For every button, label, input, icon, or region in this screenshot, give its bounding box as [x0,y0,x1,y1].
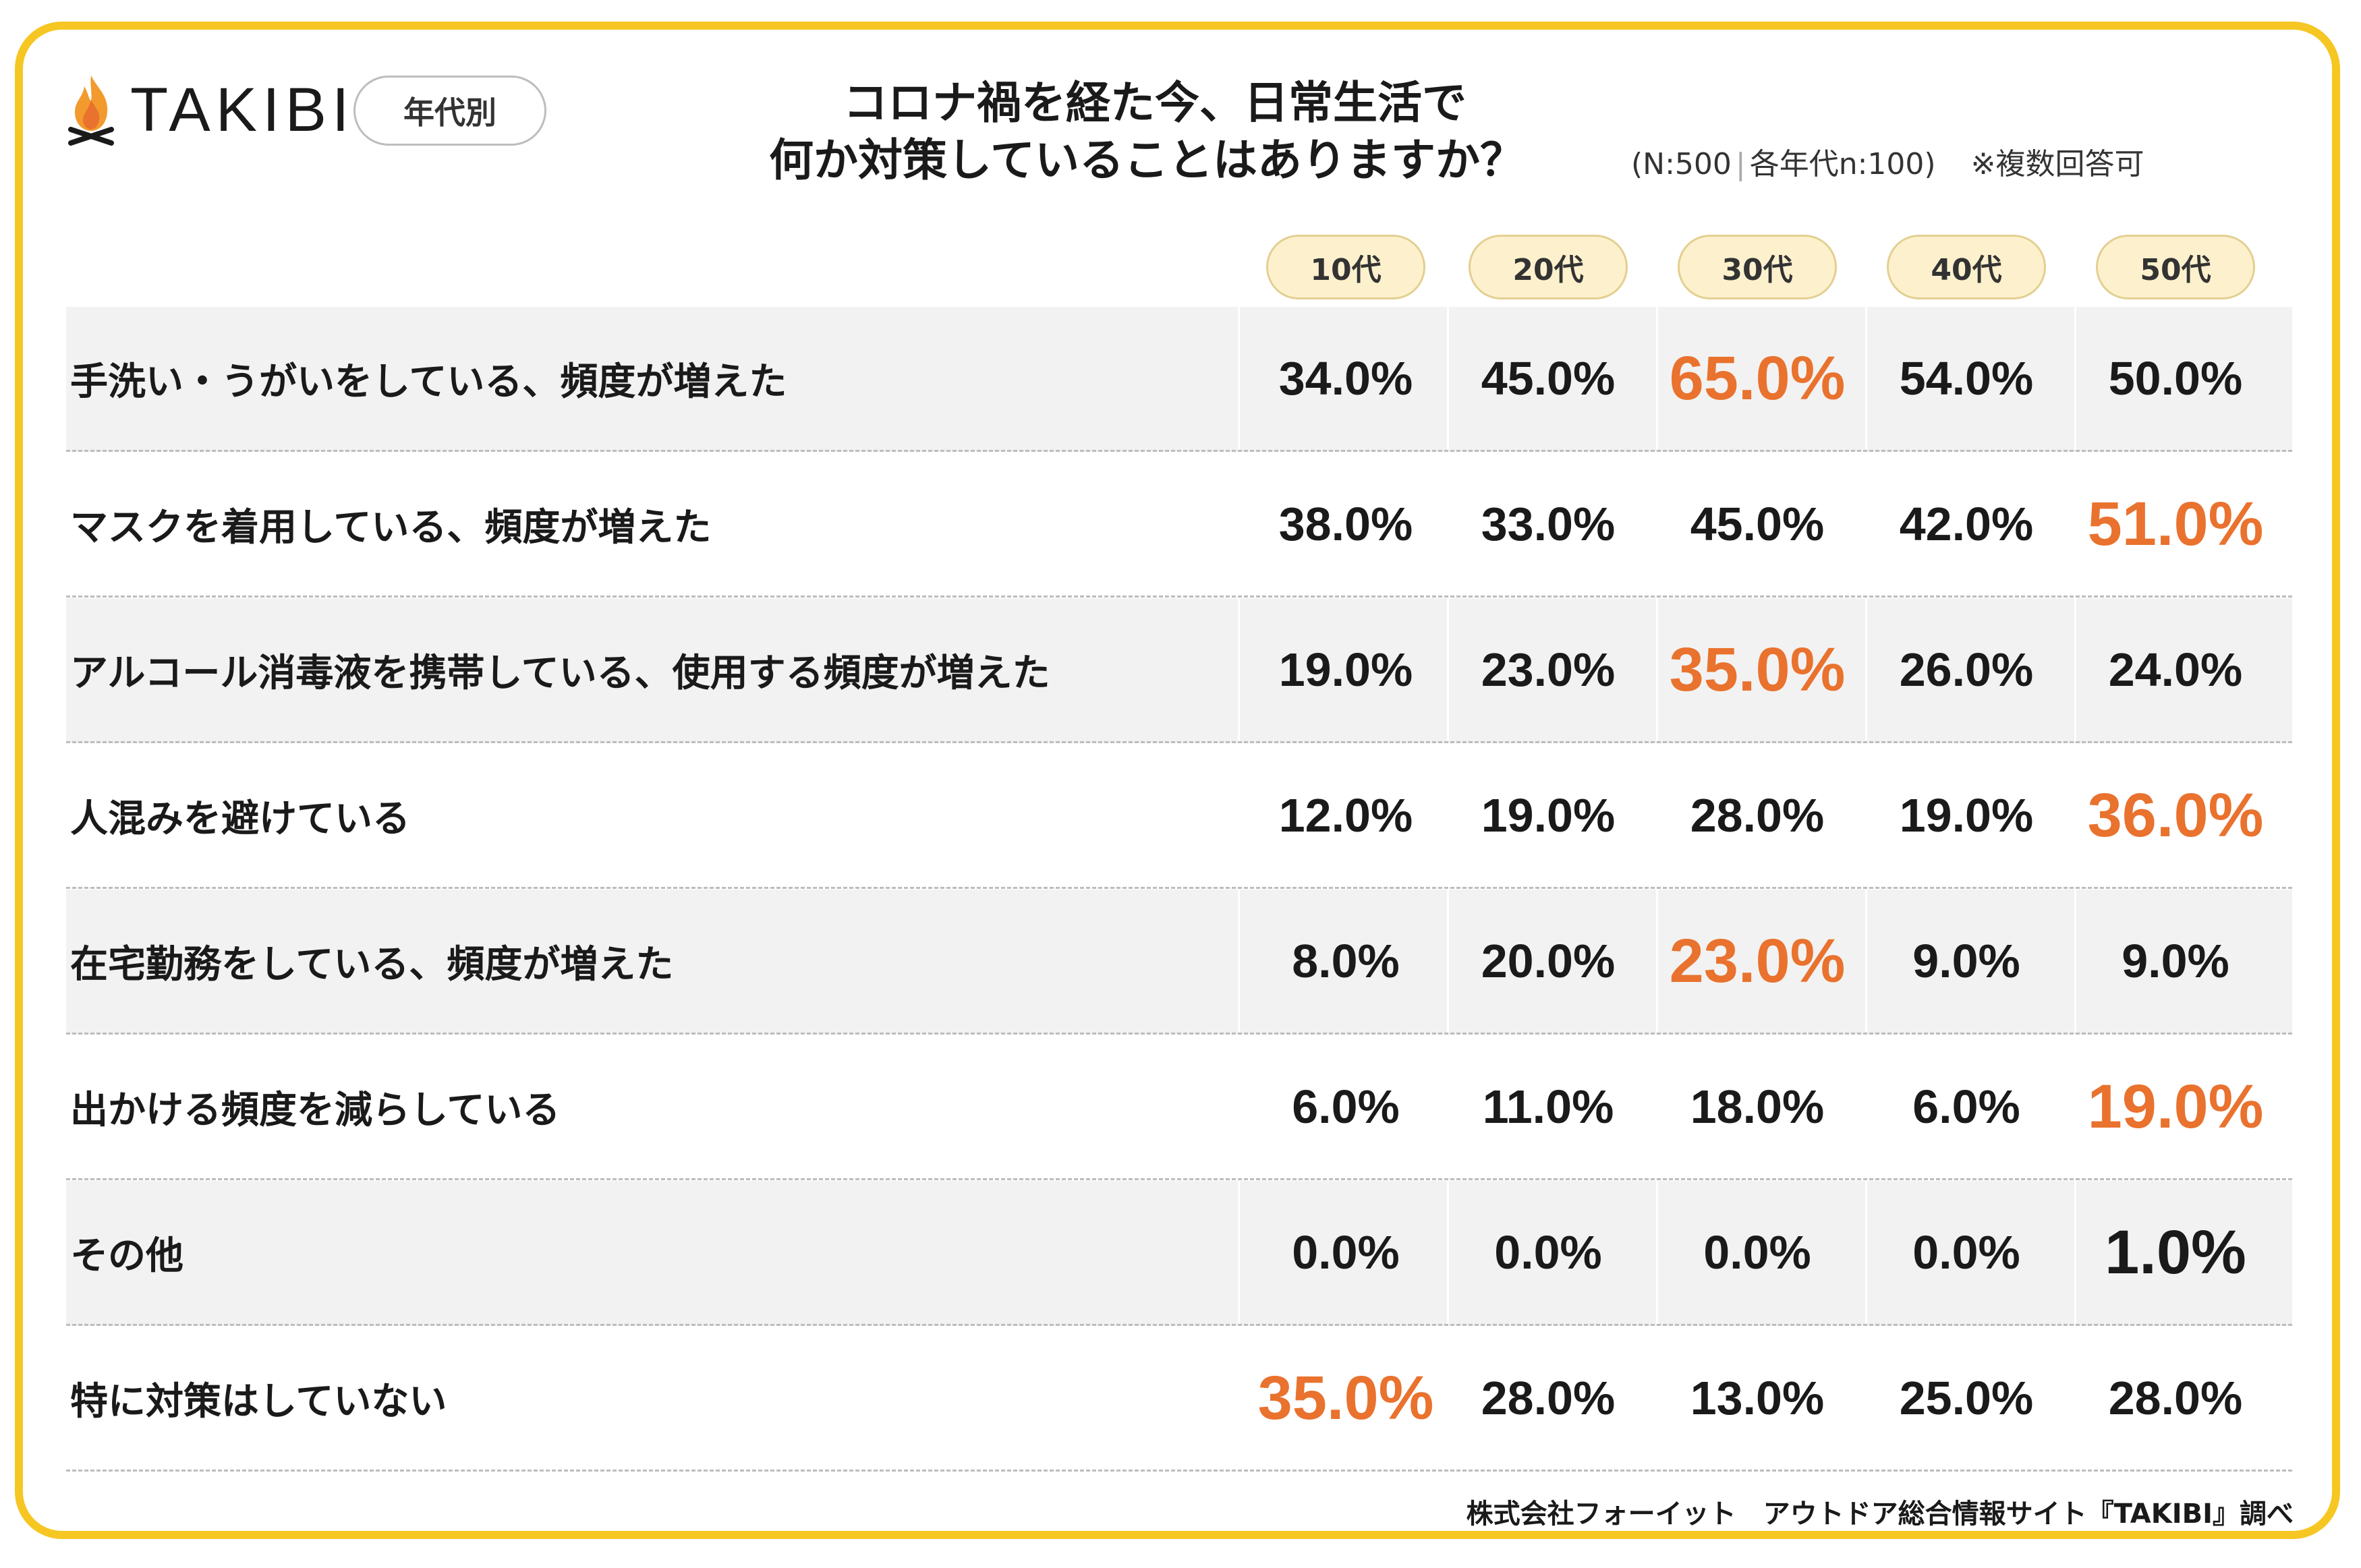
value-cell: 42.0% [1899,498,2034,550]
column-divider [1238,1181,1240,1324]
highlighted-value-cell: 19.0% [2087,1072,2264,1141]
value-cell: 6.0% [1292,1080,1400,1133]
value-cell: 9.0% [2122,935,2229,987]
column-divider [1656,598,1658,741]
value-cell: 34.0% [1278,352,1413,405]
highlighted-value-cell: 36.0% [2087,780,2264,850]
value-cell: 8.0% [1292,935,1400,987]
value-cell: 33.0% [1481,498,1616,550]
value-cell: 0.0% [1292,1226,1400,1279]
highlighted-value-cell: 35.0% [1669,635,1846,704]
column-divider [1238,307,1240,450]
value-cell: 11.0% [1482,1080,1614,1133]
table-row: 出かける頻度を減らしている 6.0% 11.0% 18.0% 6.0% 19.0% [66,1035,2292,1180]
value-cell: 28.0% [1690,789,1825,842]
column-divider [1865,890,1867,1033]
row-label: 在宅勤務をしている、頻度が増えた [70,942,674,987]
row-label: マスクを着用している、頻度が増えた [70,505,712,550]
value-cell: 12.0% [1278,789,1413,842]
highlighted-value-cell: 35.0% [1257,1363,1434,1432]
table-row: 人混みを避けている 12.0% 19.0% 28.0% 19.0% 36.0% [66,744,2292,889]
value-cell: 54.0% [1899,352,2034,405]
group-size: 各年代n:100) [1749,147,1936,181]
value-cell: 24.0% [2108,643,2243,696]
source-credit: 株式会社フォーイット アウトドア総合情報サイト『TAKIBI』調べ [1466,1499,2294,1530]
highlighted-value-cell: 65.0% [1669,343,1846,413]
value-cell: 0.0% [1912,1226,2020,1279]
value-cell: 9.0% [1912,935,2020,987]
column-divider [2074,890,2076,1033]
column-divider [1865,307,1867,450]
value-cell: 20.0% [1481,935,1616,987]
row-label: 手洗い・うがいをしている、頻度が増えた [70,359,787,404]
value-cell: 0.0% [1703,1226,1811,1279]
column-divider [1238,598,1240,741]
highlighted-value-cell: 23.0% [1669,926,1846,995]
value-cell: 45.0% [1481,352,1616,405]
column-divider [2074,598,2076,741]
row-label: 人混みを避けている [70,796,410,841]
column-header-1: 20代 [1469,235,1628,299]
value-cell: 28.0% [2108,1372,2243,1424]
value-cell: 19.0% [1899,789,2034,842]
column-divider [1656,307,1658,450]
category-tag: 年代別 [353,76,546,146]
value-cell: 45.0% [1690,498,1825,550]
note-separator: | [1735,147,1746,181]
chart-title-line2: 何か対策していることはありますか？ [769,134,1525,186]
column-header-4: 50代 [2096,235,2255,299]
row-label: その他 [70,1233,183,1278]
column-divider [2074,1181,2076,1324]
highlighted-value-cell: 1.0% [2105,1217,2246,1287]
column-divider [1238,890,1240,1033]
column-header-2: 30代 [1678,235,1837,299]
value-cell: 19.0% [1278,643,1413,696]
brand-name: TAKIBI [130,76,355,144]
value-cell: 25.0% [1899,1372,2034,1424]
row-label: アルコール消毒液を携帯している、使用する頻度が増えた [70,651,1050,695]
column-divider [1447,1181,1449,1324]
table-row: その他 0.0% 0.0% 0.0% 0.0% 1.0% [66,1181,2292,1326]
multi-answer-note: ※複数回答可 [1970,147,2144,181]
column-divider [1447,890,1449,1033]
sample-note: (N:500 | 各年代n:100) ※複数回答可 [1631,150,2144,179]
table-row: マスクを着用している、頻度が増えた 38.0% 33.0% 45.0% 42.0% 51.… [66,453,2292,598]
value-cell: 13.0% [1690,1372,1825,1424]
value-cell: 18.0% [1690,1080,1825,1133]
value-cell: 26.0% [1899,643,2034,696]
sample-size: (N:500 [1631,147,1732,181]
row-label: 特に対策はしていない [70,1379,447,1424]
chart-title-line1: コロナ禍を経た今、日常生活で [843,77,1467,129]
column-divider [1447,598,1449,741]
column-divider [1447,307,1449,450]
value-cell: 6.0% [1912,1080,2020,1133]
column-divider [2074,307,2076,450]
column-divider [1656,1181,1658,1324]
value-cell: 38.0% [1278,498,1413,550]
value-cell: 23.0% [1481,643,1616,696]
column-divider [1865,598,1867,741]
value-cell: 0.0% [1494,1226,1602,1279]
highlighted-value-cell: 51.0% [2087,489,2264,558]
table-row: 手洗い・うがいをしている、頻度が増えた 34.0% 45.0% 65.0% 54.0% 5… [66,307,2292,452]
column-divider [1656,890,1658,1033]
value-cell: 28.0% [1481,1372,1616,1424]
table-row: 特に対策はしていない 35.0% 28.0% 13.0% 25.0% 28.0% [66,1327,2292,1472]
value-cell: 19.0% [1481,789,1616,842]
row-label: 出かける頻度を減らしている [70,1088,561,1132]
campfire-icon [68,76,114,146]
value-cell: 50.0% [2108,352,2243,405]
table-row: アルコール消毒液を携帯している、使用する頻度が増えた 19.0% 23.0% 35.0… [66,598,2292,743]
brand-logo: TAKIBI [64,73,355,147]
table-row: 在宅勤務をしている、頻度が増えた 8.0% 20.0% 23.0% 9.0% 9.0% [66,890,2292,1035]
column-header-3: 40代 [1887,235,2046,299]
column-header-0: 10代 [1266,235,1425,299]
column-divider [1865,1181,1867,1324]
